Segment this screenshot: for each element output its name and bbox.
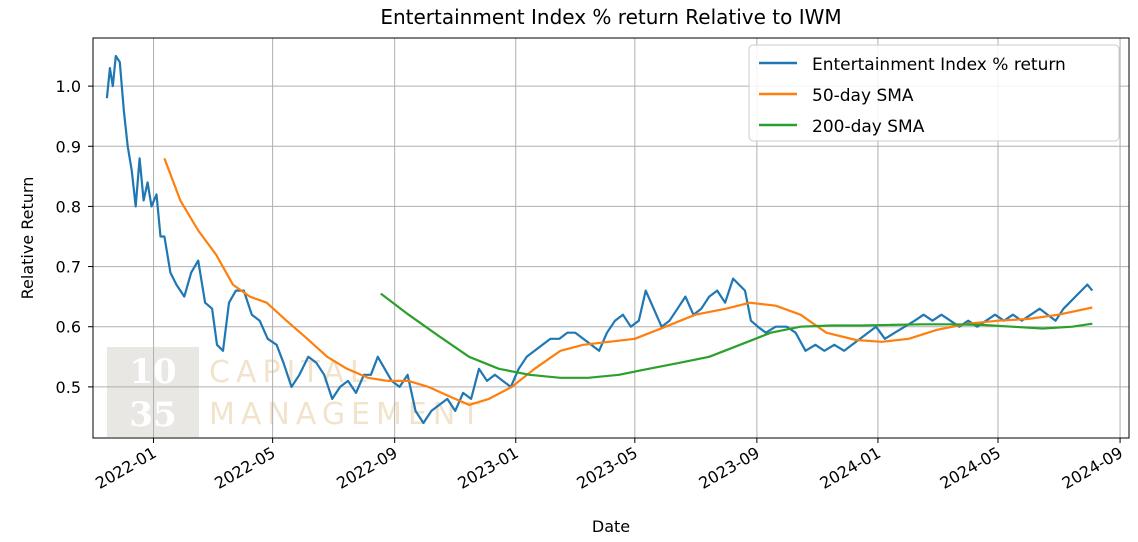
x-tick-label: 2024-05 — [937, 443, 1004, 493]
legend-label-200-day-sma: 200-day SMA — [812, 117, 925, 137]
y-tick-label: 1.0 — [56, 77, 81, 96]
y-tick-label: 0.7 — [56, 258, 81, 277]
grid — [93, 38, 1129, 438]
x-tick-label: 2023-01 — [454, 443, 521, 493]
y-tick-label: 0.5 — [56, 378, 81, 397]
legend-box — [748, 44, 1120, 142]
x-tick-label: 2024-01 — [817, 443, 884, 493]
series-50-day-sma — [163, 157, 1093, 406]
plot-frame — [92, 37, 1130, 439]
watermark: 10 35 CAPITAL MANAGEMENT — [107, 347, 486, 437]
x-tick-label: 2022-05 — [211, 443, 278, 493]
x-tick-label: 2022-09 — [333, 443, 400, 493]
x-tick-label: 2023-09 — [695, 443, 762, 493]
y-axis-label: Relative Return — [18, 177, 37, 300]
series-layer — [105, 54, 1094, 425]
x-tick-label: 2023-05 — [573, 443, 640, 493]
y-tick-label: 0.6 — [56, 318, 81, 337]
watermark-word2: MANAGEMENT — [209, 397, 486, 432]
watermark-line1: 10 — [129, 352, 176, 392]
legend: Entertainment Index % return 50-day SMA … — [748, 44, 1120, 142]
x-axis-label: Date — [592, 517, 630, 536]
chart-title: Entertainment Index % return Relative to… — [380, 5, 841, 29]
series-entertainment-index — [105, 54, 1094, 425]
legend-label-50-day-sma: 50-day SMA — [812, 86, 914, 106]
legend-label-entertainment: Entertainment Index % return — [812, 55, 1066, 75]
x-tick-label: 2024-09 — [1059, 443, 1126, 493]
y-tick-label: 0.9 — [56, 137, 81, 156]
watermark-line2: 35 — [129, 395, 176, 435]
y-tick-label: 0.8 — [56, 197, 81, 216]
series-200-day-sma — [380, 292, 1093, 379]
x-tick-label: 2022-01 — [92, 443, 159, 493]
watermark-box — [107, 347, 199, 437]
